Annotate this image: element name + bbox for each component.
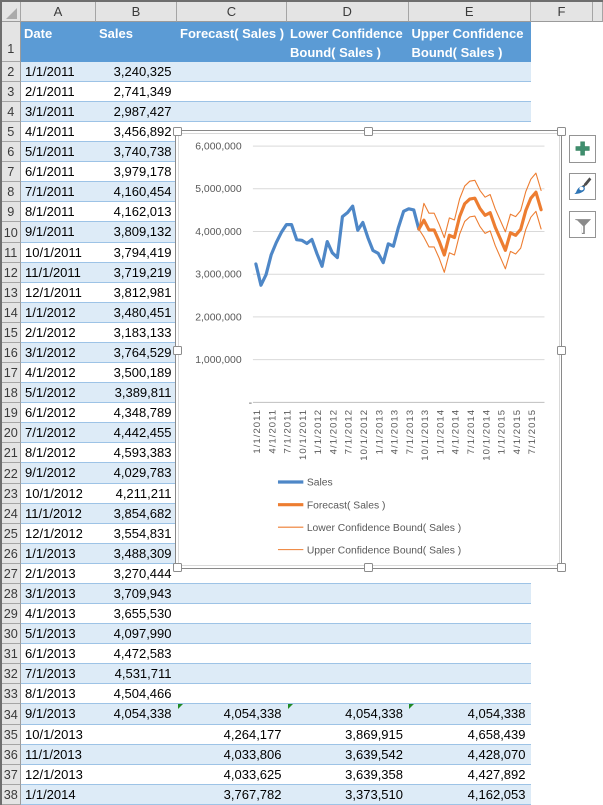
svg-text:6,000,000: 6,000,000	[195, 142, 242, 153]
svg-text:4/1/2011: 4/1/2011	[267, 409, 278, 454]
svg-text:4/1/2012: 4/1/2012	[328, 409, 339, 454]
svg-text:10/1/2011: 10/1/2011	[298, 409, 309, 460]
svg-text:7/1/2012: 7/1/2012	[344, 409, 355, 454]
svg-text:-: -	[249, 398, 253, 409]
svg-text:4,000,000: 4,000,000	[195, 227, 242, 238]
svg-text:10/1/2013: 10/1/2013	[420, 409, 431, 461]
svg-text:Sales: Sales	[307, 478, 333, 489]
svg-text:7/1/2014: 7/1/2014	[466, 409, 477, 454]
svg-text:4/1/2014: 4/1/2014	[451, 409, 462, 454]
svg-text:7/1/2015: 7/1/2015	[527, 409, 538, 454]
svg-text:4/1/2015: 4/1/2015	[512, 409, 523, 454]
svg-text:2,000,000: 2,000,000	[195, 313, 242, 324]
svg-text:10/1/2014: 10/1/2014	[481, 409, 492, 461]
svg-text:7/1/2013: 7/1/2013	[405, 409, 416, 454]
svg-text:10/1/2012: 10/1/2012	[359, 409, 370, 461]
svg-text:1/1/2014: 1/1/2014	[435, 409, 446, 454]
svg-text:3,000,000: 3,000,000	[195, 270, 242, 281]
svg-text:4/1/2013: 4/1/2013	[390, 409, 401, 454]
svg-text:5,000,000: 5,000,000	[195, 185, 242, 196]
svg-text:1/1/2012: 1/1/2012	[313, 409, 324, 454]
svg-text:Upper Confidence Bound( Sales: Upper Confidence Bound( Sales )	[307, 546, 461, 557]
svg-text:7/1/2011: 7/1/2011	[283, 409, 294, 454]
svg-text:Lower Confidence Bound( Sales: Lower Confidence Bound( Sales )	[307, 523, 461, 534]
svg-text:1/1/2013: 1/1/2013	[374, 409, 385, 454]
svg-text:1/1/2015: 1/1/2015	[496, 409, 507, 454]
svg-text:1,000,000: 1,000,000	[195, 355, 242, 366]
svg-text:Forecast( Sales ): Forecast( Sales )	[307, 501, 386, 512]
svg-text:1/1/2011: 1/1/2011	[252, 409, 263, 454]
